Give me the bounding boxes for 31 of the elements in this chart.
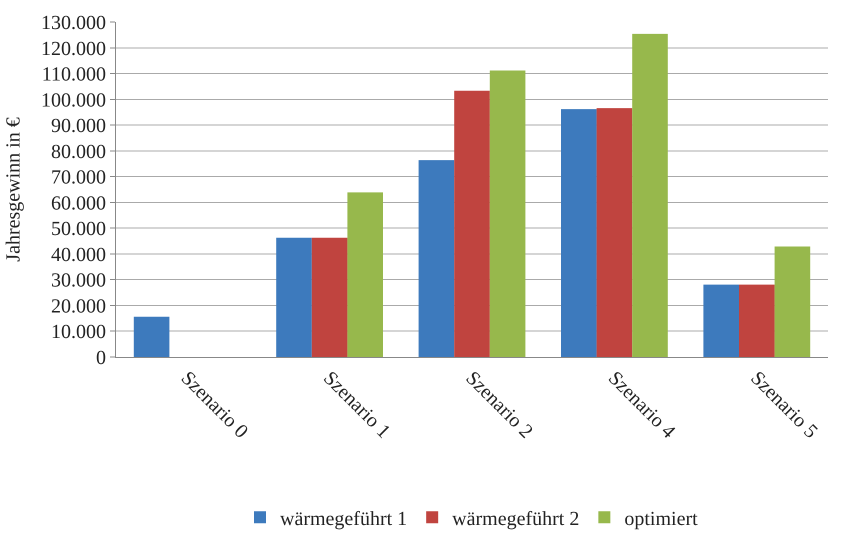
bar [490,70,526,357]
legend-label: optimiert [624,508,698,530]
bar [703,284,739,357]
bar [596,108,632,357]
y-axis-title: Jahresgewinn in € [2,117,24,262]
y-tick-label: 20.000 [51,295,106,318]
bar [454,90,490,357]
y-tick-label: 110.000 [42,64,106,86]
y-tick-label: 100.000 [41,89,106,112]
bar [774,246,810,357]
bar [134,316,170,357]
y-tick-label: 90.000 [51,115,106,138]
y-tick-label: 50.000 [51,218,106,240]
bar [347,192,383,357]
bar [632,34,668,357]
bar [418,160,454,357]
legend-label: wärmegeführt 2 [452,508,580,530]
y-tick-label: 130.000 [41,12,106,34]
y-tick-label: 60.000 [51,192,106,214]
legend-label: wärmegeführt 1 [280,508,408,530]
y-tick-label: 40.000 [51,244,106,266]
bar [276,238,312,357]
y-tick-label: 30.000 [51,270,106,292]
y-tick-label: 120.000 [41,38,106,60]
bar [312,238,348,357]
y-tick-label: 70.000 [51,166,106,189]
y-tick-label: 80.000 [51,140,106,163]
y-tick-label: 0 [96,347,106,369]
y-tick-label: 10.000 [51,321,106,344]
bar [739,284,775,357]
bar [561,109,597,357]
